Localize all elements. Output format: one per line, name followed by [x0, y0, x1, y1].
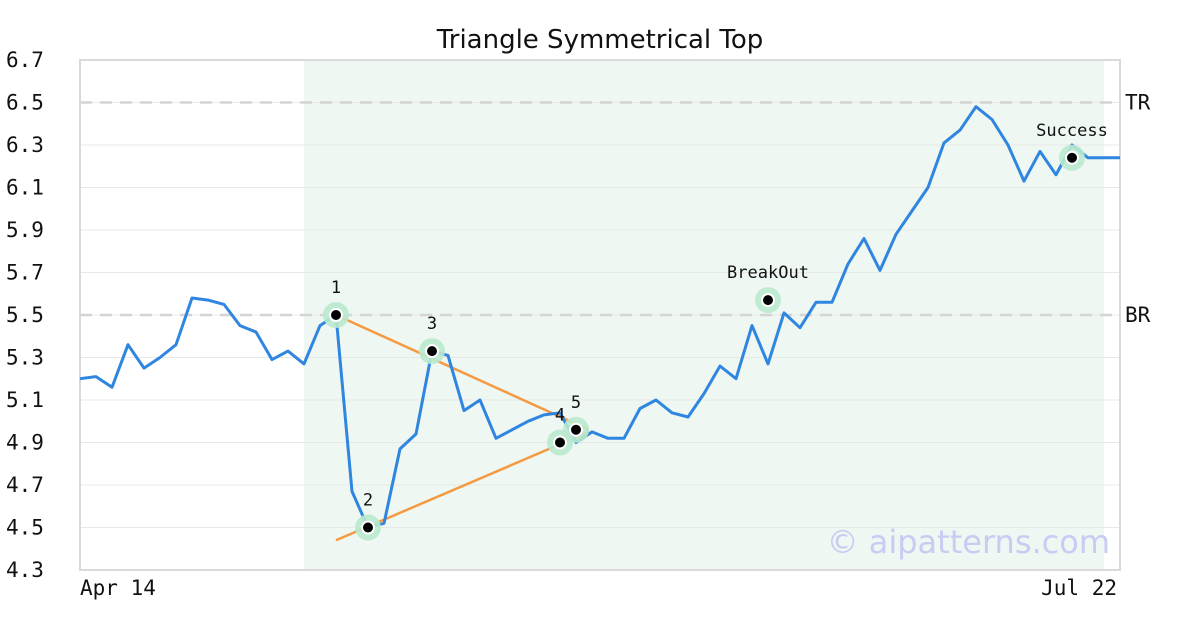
point-label: 5: [571, 393, 581, 413]
point-marker: [761, 293, 775, 308]
y-tick-label: 5.7: [6, 261, 44, 285]
point-marker: [569, 422, 583, 437]
y-tick-label: 4.3: [6, 558, 44, 582]
y-tick-label: 6.7: [6, 48, 44, 72]
triangle-trendline: [335, 313, 590, 431]
y-tick-label: 6.5: [6, 91, 44, 115]
price-line: [79, 105, 1120, 529]
y-tick-label: 4.7: [6, 473, 44, 497]
point-marker: [361, 520, 375, 535]
y-tick-label: 6.1: [6, 176, 44, 200]
point-label: Success: [1036, 121, 1108, 141]
reference-label: TR: [1125, 91, 1151, 115]
x-tick-start: Apr 14: [80, 576, 156, 600]
point-marker: [425, 344, 439, 359]
point-label: 3: [427, 314, 437, 334]
y-tick-label: 4.5: [6, 516, 44, 540]
y-tick-label: 5.5: [6, 303, 44, 327]
point-label: 2: [363, 491, 373, 511]
plot-area: 4.3 4.5 4.7 4.9 5.1 5.3 5.5 5.7 5.9 6.1 6.3 6.5 6.7 T…: [6, 48, 1151, 582]
reference-label: BR: [1125, 303, 1151, 327]
point-label: 1: [331, 278, 341, 298]
y-tick-label: 5.9: [6, 218, 44, 242]
point-marker: [329, 308, 343, 322]
y-tick-label: 6.3: [6, 133, 44, 157]
point-marker: [1065, 150, 1079, 165]
x-tick-end: Jul 22: [1041, 576, 1117, 600]
plot-frame: [79, 59, 1121, 571]
y-tick-label: 5.1: [6, 388, 44, 412]
chart-title: Triangle Symmetrical Top: [436, 25, 764, 55]
point-marker: [553, 435, 567, 450]
y-tick-label: 4.9: [6, 431, 44, 455]
point-label: BreakOut: [727, 263, 809, 283]
y-tick-label: 5.3: [6, 346, 44, 370]
watermark: © aipatterns.com: [827, 523, 1110, 561]
point-label: 4: [555, 406, 565, 426]
